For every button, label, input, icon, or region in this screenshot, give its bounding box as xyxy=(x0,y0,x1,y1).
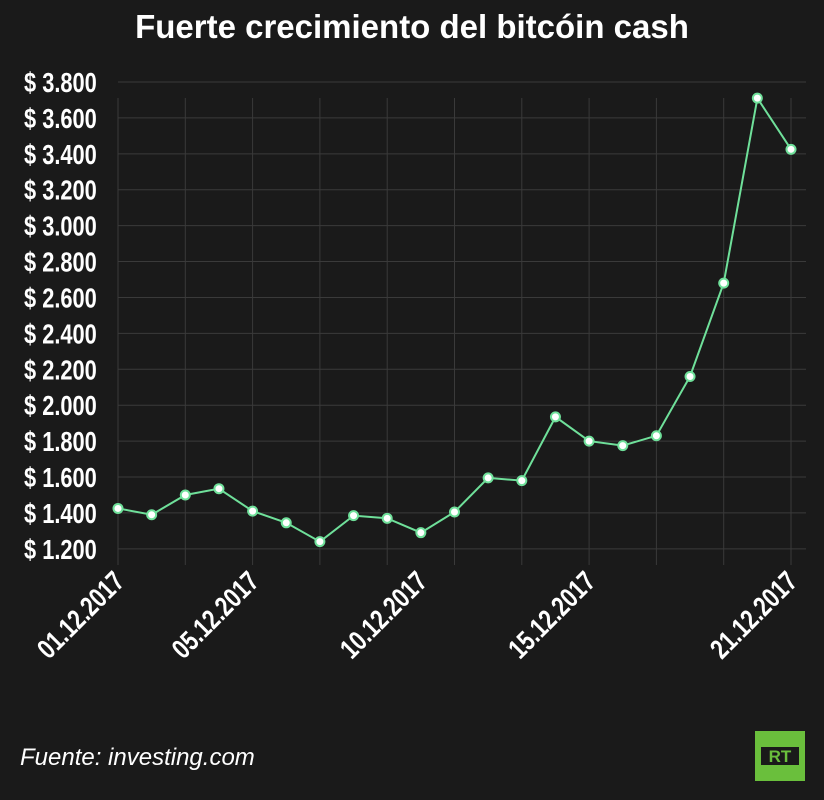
y-tick-label: $ 3.800 xyxy=(24,67,97,98)
x-tick-label: 10.12.2017 xyxy=(334,566,433,665)
grid-lines xyxy=(117,81,806,565)
data-point xyxy=(549,411,561,423)
data-point xyxy=(415,527,427,539)
y-tick-label: $ 3.400 xyxy=(24,139,97,170)
y-tick-label: $ 1.200 xyxy=(24,534,97,565)
data-point xyxy=(650,430,662,442)
y-tick-label: $ 2.800 xyxy=(24,247,97,278)
data-point xyxy=(684,370,696,382)
source-note: Fuente: investing.com xyxy=(20,744,255,771)
data-point xyxy=(213,483,225,495)
data-point xyxy=(179,489,191,501)
y-tick-label: $ 3.600 xyxy=(24,103,97,134)
x-tick-label: 01.12.2017 xyxy=(31,566,130,665)
data-point xyxy=(348,510,360,522)
rt-logo-text: RT xyxy=(769,747,792,766)
chart-title: Fuerte crecimiento del bitcóin cash xyxy=(135,8,689,45)
x-axis-ticks: 01.12.2017 05.12.2017 10.12.2017 15.12.2017… xyxy=(31,566,803,665)
x-tick-label: 21.12.2017 xyxy=(704,566,803,665)
data-point xyxy=(482,472,494,484)
data-point xyxy=(583,435,595,447)
data-point xyxy=(280,517,292,529)
y-tick-label: $ 3.000 xyxy=(24,211,97,242)
y-tick-label: $ 1.600 xyxy=(24,462,97,493)
y-tick-label: $ 2.600 xyxy=(24,283,97,314)
y-tick-label: $ 1.400 xyxy=(24,498,97,529)
data-point xyxy=(718,277,730,289)
rt-logo: RT xyxy=(755,731,805,781)
y-tick-label: $ 2.000 xyxy=(24,391,97,422)
y-tick-label: $ 2.400 xyxy=(24,319,97,350)
y-axis-ticks: $ 1.200 $ 1.400 $ 1.600 $ 1.800 $ 2.000 $ 2.2… xyxy=(24,67,97,565)
line-chart: $ 1.200 $ 1.400 $ 1.600 $ 1.800 $ 2.000 $ 2.2… xyxy=(24,67,806,665)
data-point xyxy=(785,143,797,155)
data-point xyxy=(449,506,460,518)
y-tick-label: $ 2.200 xyxy=(24,355,97,386)
data-point xyxy=(617,440,629,452)
data-point xyxy=(146,509,158,521)
y-tick-label: $ 3.200 xyxy=(24,175,97,206)
rt-logo-mark: RT xyxy=(761,747,799,766)
y-tick-label: $ 1.800 xyxy=(24,427,97,458)
data-point xyxy=(516,475,528,487)
data-point xyxy=(751,92,763,104)
data-point xyxy=(314,536,326,548)
x-tick-label: 05.12.2017 xyxy=(166,566,265,665)
data-point xyxy=(112,502,124,514)
data-points xyxy=(112,92,797,548)
data-point xyxy=(381,512,393,524)
x-tick-label: 15.12.2017 xyxy=(503,566,602,665)
data-point xyxy=(247,505,259,517)
